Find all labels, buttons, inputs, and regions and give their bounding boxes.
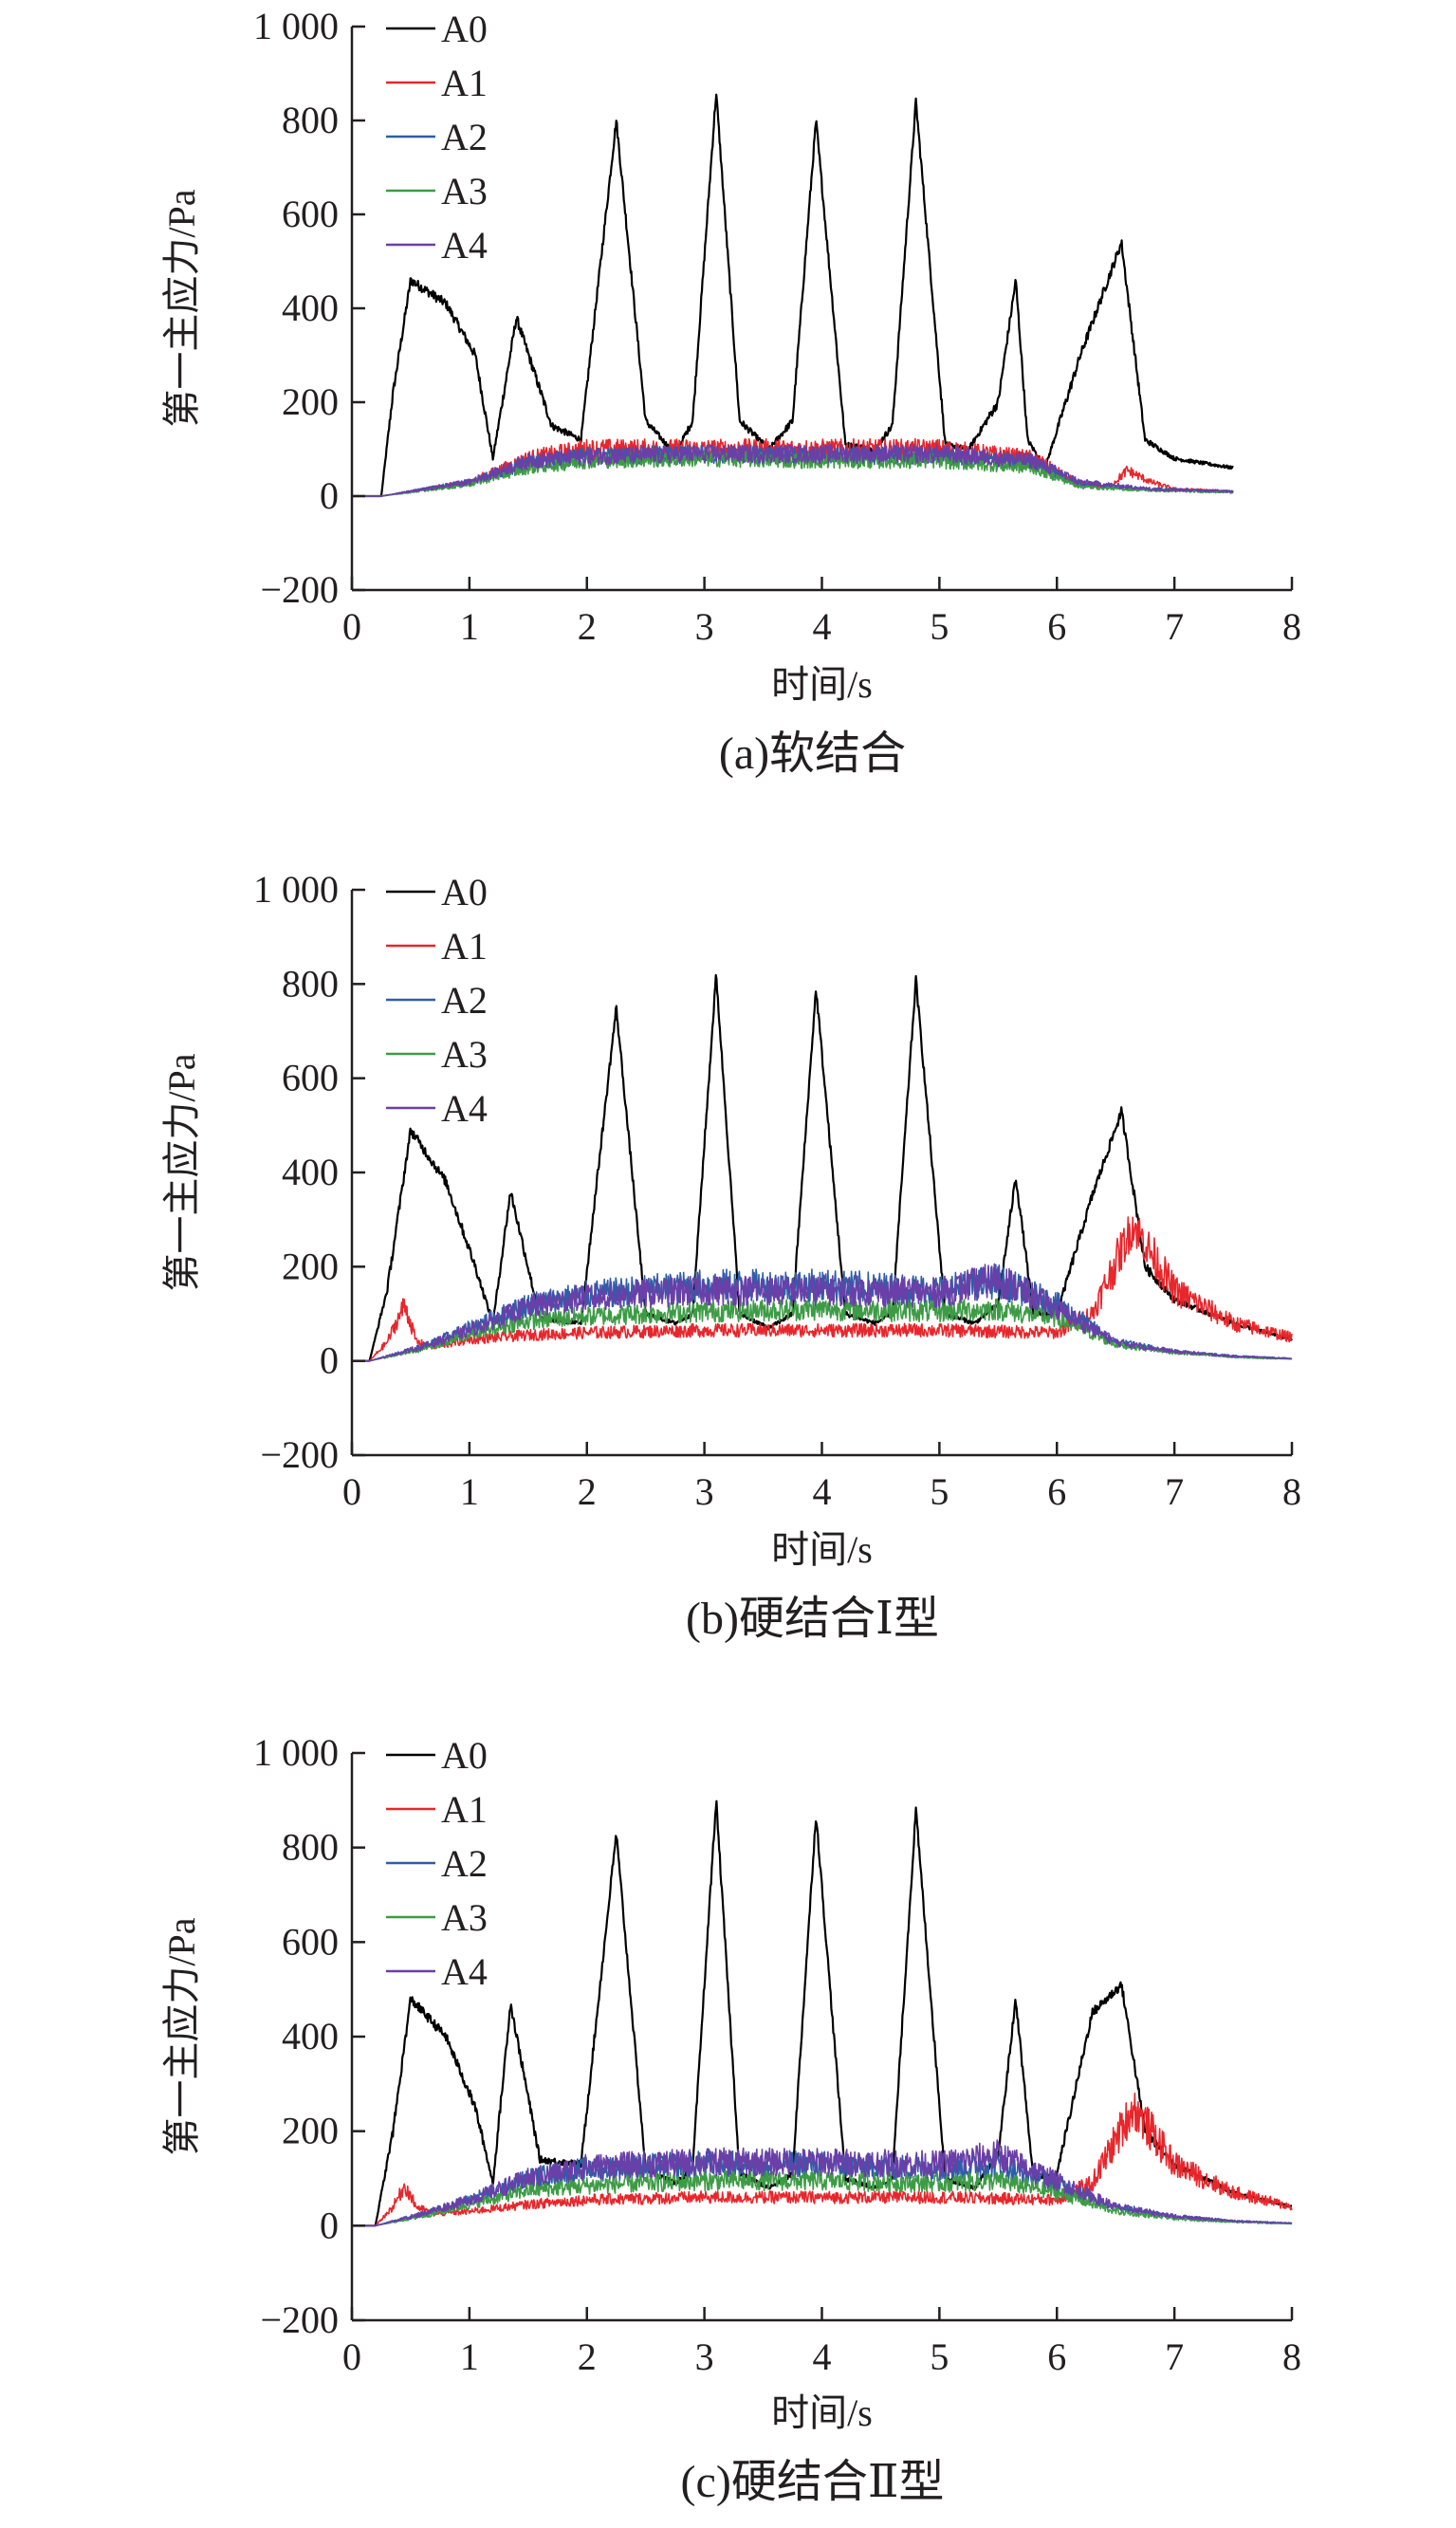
x-tick-label: 7 [1165,2335,1184,2378]
x-tick-label: 6 [1047,605,1066,648]
y-tick-label: 0 [320,2204,339,2246]
y-tick-label: 800 [282,99,339,141]
legend: A0 A1 A2 A3 A4 [386,871,488,1130]
y-tick-label: 600 [282,193,339,235]
x-tick-label: 2 [578,2335,597,2378]
series-line-A4 [351,443,1234,497]
x-tick-label: 4 [813,605,832,648]
y-tick-label: 400 [282,2015,339,2057]
series-line-A0 [351,1799,1293,2227]
x-tick-label: 3 [695,1470,714,1513]
y-tick-label: 600 [282,1920,339,1963]
x-axis-title: 时间/s [771,663,873,706]
x-tick-label: 1 [460,2335,479,2378]
y-tick-label: 800 [282,1826,339,1869]
x-axis-title: 时间/s [771,2391,873,2434]
x-tick-label: 5 [930,2335,949,2378]
x-tick-label: 7 [1165,1470,1184,1513]
x-tick-label: 0 [342,2335,361,2378]
x-tick-label: 8 [1282,2335,1301,2378]
y-tick-label: −200 [260,568,339,611]
series-line-A1 [351,1216,1293,1362]
series-line-A3 [351,2169,1293,2227]
legend-label-A2: A2 [441,116,488,158]
legend-label-A4: A4 [441,1950,488,1993]
x-tick-label: 3 [695,605,714,648]
legend-label-A1: A1 [441,925,488,968]
legend-label-A2: A2 [441,1842,488,1885]
legend-label-A1: A1 [441,1788,488,1831]
x-tick-label: 7 [1165,605,1184,648]
legend-label-A3: A3 [441,1033,488,1076]
x-tick-label: 4 [813,2335,832,2378]
series-line-A4 [351,1263,1293,1362]
y-tick-label: 200 [282,1245,339,1287]
y-tick-label: 0 [320,1339,339,1382]
legend: A0 A1 A2 A3 A4 [386,8,488,267]
legend-label-A0: A0 [441,871,488,913]
legend-label-A3: A3 [441,1896,488,1939]
x-tick-label: 0 [342,1470,361,1513]
y-axis-title: 第一主应力/Pa [160,189,203,427]
series-group [351,973,1293,1362]
y-tick-label: 0 [320,474,339,517]
series-line-A0 [351,973,1293,1362]
x-tick-label: 5 [930,605,949,648]
x-tick-label: 1 [460,605,479,648]
x-tick-label: 8 [1282,1470,1301,1513]
x-tick-label: 2 [578,605,597,648]
x-tick-label: 6 [1047,2335,1066,2378]
x-tick-label: 1 [460,1470,479,1513]
y-tick-label: 400 [282,1151,339,1193]
x-tick-label: 3 [695,2335,714,2378]
y-tick-label: 800 [282,962,339,1005]
y-tick-label: 200 [282,380,339,423]
series-group [351,1799,1293,2227]
y-axis-title: 第一主应力/Pa [160,1917,203,2155]
x-axis-title: 时间/s [771,1528,873,1571]
series-line-A0 [351,93,1234,498]
y-tick-label: 200 [282,2110,339,2152]
x-tick-label: 5 [930,1470,949,1513]
legend-label-A0: A0 [441,8,488,50]
panel-caption: (c)硬结合Ⅱ型 [681,2457,945,2507]
y-tick-label: 1 000 [253,1731,339,1774]
series-line-A1 [351,2092,1293,2227]
x-tick-label: 4 [813,1470,832,1513]
y-tick-label: −200 [260,2298,339,2341]
y-tick-label: 400 [282,286,339,329]
y-tick-label: 1 000 [253,868,339,911]
legend-label-A4: A4 [441,1087,488,1130]
legend-label-A1: A1 [441,62,488,104]
y-axis-title: 第一主应力/Pa [160,1053,203,1291]
series-line-A4 [351,2139,1293,2227]
x-tick-label: 6 [1047,1470,1066,1513]
legend-label-A4: A4 [441,224,488,267]
legend-label-A0: A0 [441,1734,488,1777]
panel-caption: (b)硬结合Ⅰ型 [686,1594,939,1644]
legend-label-A3: A3 [441,170,488,212]
x-tick-label: 8 [1282,605,1301,648]
legend: A0 A1 A2 A3 A4 [386,1734,488,1993]
y-tick-label: −200 [260,1433,339,1476]
panel-caption: (a)软结合 [719,729,906,779]
y-tick-label: 1 000 [253,5,339,47]
legend-label-A2: A2 [441,979,488,1022]
y-tick-label: 600 [282,1057,339,1099]
x-tick-label: 2 [578,1470,597,1513]
series-group [351,93,1234,498]
x-tick-label: 0 [342,605,361,648]
